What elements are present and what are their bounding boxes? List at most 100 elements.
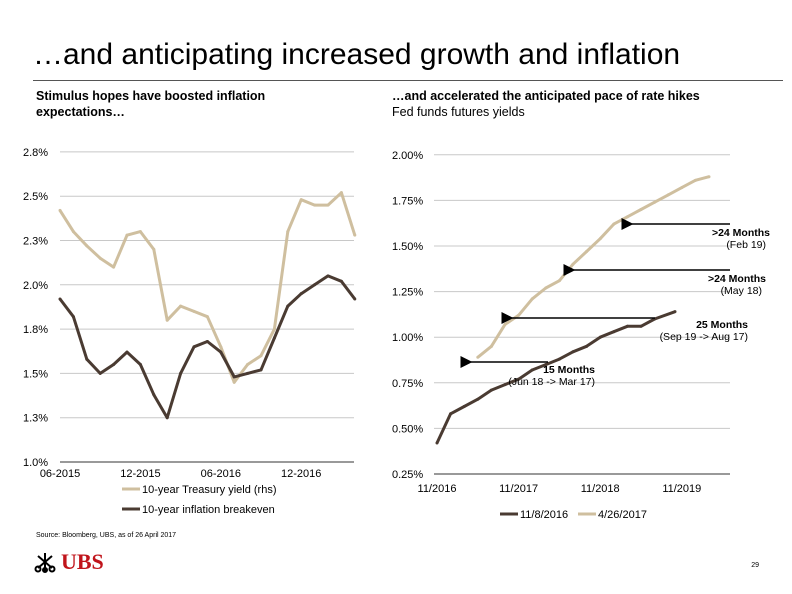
title-divider [33,80,783,81]
annotation-label: 15 Months [543,364,595,376]
ubs-logo: UBS [34,549,104,575]
data-point [165,416,169,420]
annotation-label: >24 Months [712,227,770,239]
right-chart: 0.25% 0.50% 0.75% 1.00% 1.25% 1.50% 1.75% 2.00%… [392,150,770,521]
data-point [639,324,643,328]
x-tick-label: 06-2016 [201,468,241,480]
series-line-1 [476,175,710,359]
data-point [585,344,589,348]
data-point [707,175,711,179]
y-tick-label: 1.50% [392,241,423,253]
y-tick-label: 0.25% [392,469,423,481]
data-point [353,233,357,237]
right-chart-title: …and accelerated the anticipated pace of… [392,89,700,103]
y-tick-label: 1.00% [392,332,423,344]
x-tick-label: 12-2015 [120,468,160,480]
data-point [219,350,223,354]
data-point [435,441,439,445]
data-point [462,405,466,409]
data-point [571,262,575,266]
data-point [125,350,129,354]
data-point [517,313,521,317]
y-tick-label: 2.3% [23,236,48,248]
y-tick-label: 2.00% [392,150,423,162]
data-point [326,274,330,278]
right-chart-header: …and accelerated the anticipated pace of… [392,88,772,120]
data-point [299,292,303,296]
y-tick-label: 0.50% [392,423,423,435]
data-point [598,237,602,241]
data-point [625,324,629,328]
data-point [192,309,196,313]
data-point [272,336,276,340]
left-chart-header: Stimulus hopes have boosted inflation ex… [36,88,326,120]
legend-label: 11/8/2016 [520,509,568,521]
page-number: 29 [751,562,759,569]
data-point [612,330,616,334]
data-point [125,233,129,237]
data-point [58,297,62,301]
y-tick-label: 1.0% [23,457,48,469]
x-tick-label: 11/2017 [499,483,538,495]
annotation-sublabel: (Jun 18 -> Mar 17) [508,376,595,388]
data-point [232,375,236,379]
keys-icon [34,553,56,573]
data-point [286,304,290,308]
annotation-sublabel: (Feb 19) [726,239,766,251]
data-point [259,368,263,372]
data-point [259,354,263,358]
annotation-label: 25 Months [696,319,748,331]
data-point [179,304,183,308]
data-point [232,380,236,384]
left-chart-title: Stimulus hopes have boosted inflation ex… [36,89,266,119]
y-tick-label: 1.8% [23,324,48,336]
data-point [205,315,209,319]
data-point [152,393,156,397]
left-chart: 1.0% 1.3% 1.5% 1.8% 2.0% 2.3% 2.5% 2.8% 06-2015 1… [23,147,357,516]
data-point [192,345,196,349]
data-point [205,340,209,344]
data-point [165,318,169,322]
data-point [680,186,684,190]
series-line-1 [58,274,356,420]
data-point [219,345,223,349]
data-point [476,355,480,359]
data-point [98,371,102,375]
data-point [557,357,561,361]
data-point [571,350,575,354]
right-chart-subtitle: Fed funds futures yields [392,105,525,119]
data-point [598,335,602,339]
data-point [138,363,142,367]
y-tick-label: 0.75% [392,378,423,390]
data-point [339,191,343,195]
data-point [313,203,317,207]
data-point [152,247,156,251]
data-point [179,371,183,375]
x-tick-label: 11/2019 [662,483,701,495]
series-line-0 [435,310,676,444]
data-point [246,363,250,367]
x-tick-label: 11/2016 [418,483,457,495]
data-point [339,279,343,283]
data-point [585,249,589,253]
data-point [98,256,102,260]
data-point [299,198,303,202]
y-tick-label: 1.3% [23,413,48,425]
x-tick-label: 06-2015 [40,468,80,480]
data-point [693,178,697,182]
data-point [85,244,89,248]
legend-label: 10-year inflation breakeven [142,504,275,516]
y-tick-label: 1.5% [23,368,48,380]
ubs-wordmark: UBS [61,549,104,574]
data-point [449,412,453,416]
y-tick-label: 2.8% [23,147,48,159]
data-point [517,377,521,381]
data-point [530,368,534,372]
data-point [353,297,357,301]
y-tick-label: 2.0% [23,280,48,292]
data-point [673,310,677,314]
data-point [503,383,507,387]
y-tick-label: 1.75% [392,195,423,207]
data-point [246,371,250,375]
data-point [476,397,480,401]
